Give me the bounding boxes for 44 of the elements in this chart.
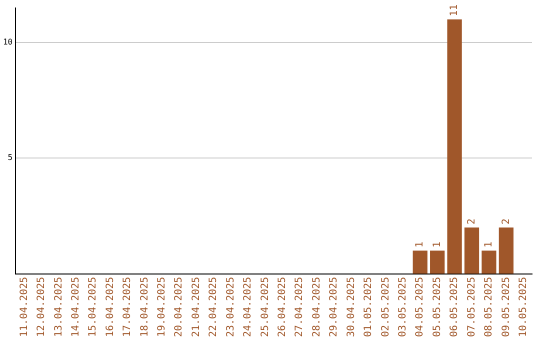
x-tick-label: 10.05.2025 bbox=[518, 276, 529, 338]
data-label: 1 bbox=[414, 242, 426, 248]
x-tick-label: 12.04.2025 bbox=[36, 276, 48, 338]
x-tick-label: 07.05.2025 bbox=[466, 276, 478, 338]
x-tick-label: 09.05.2025 bbox=[500, 276, 512, 338]
x-tick-label: 24.04.2025 bbox=[242, 276, 254, 338]
x-tick-label: 20.04.2025 bbox=[174, 276, 185, 338]
x-tick-label: 06.05.2025 bbox=[449, 276, 460, 338]
x-tick-label: 22.04.2025 bbox=[208, 276, 220, 338]
bar bbox=[430, 250, 445, 274]
data-label: 2 bbox=[466, 218, 478, 225]
x-tick-label: 25.04.2025 bbox=[260, 276, 271, 338]
x-tick-label: 19.04.2025 bbox=[156, 276, 168, 338]
data-label: 2 bbox=[500, 218, 512, 225]
x-tick-label: 23.04.2025 bbox=[225, 276, 236, 338]
x-tick-label: 13.04.2025 bbox=[53, 276, 64, 338]
y-tick-label: 10 bbox=[2, 38, 13, 47]
data-label: 1 bbox=[432, 242, 443, 248]
x-tick-label: 05.05.2025 bbox=[432, 276, 443, 338]
data-label: 11 bbox=[449, 4, 460, 16]
x-tick-label: 03.05.2025 bbox=[398, 276, 408, 338]
x-tick-label: 28.04.2025 bbox=[311, 276, 322, 338]
x-tick-label: 30.04.2025 bbox=[346, 276, 357, 338]
bar bbox=[498, 228, 514, 274]
y-tick-label: 5 bbox=[8, 153, 13, 162]
x-tick-label: 15.04.2025 bbox=[88, 276, 99, 338]
data-label: 1 bbox=[484, 242, 495, 248]
bar bbox=[447, 19, 462, 274]
bar bbox=[464, 228, 480, 274]
bar bbox=[482, 250, 496, 274]
x-tick-label: 21.04.2025 bbox=[190, 276, 202, 338]
x-tick-label: 04.05.2025 bbox=[414, 276, 426, 338]
x-tick-label: 18.04.2025 bbox=[139, 276, 150, 338]
x-tick-label: 11.04.2025 bbox=[18, 276, 30, 338]
x-tick-label: 14.04.2025 bbox=[70, 276, 82, 338]
x-tick-label: 02.05.2025 bbox=[380, 276, 392, 338]
x-tick-label: 27.04.2025 bbox=[294, 276, 306, 338]
bar bbox=[412, 250, 428, 274]
x-tick-label: 08.05.2025 bbox=[484, 276, 495, 338]
x-tick-label: 17.04.2025 bbox=[122, 276, 134, 338]
x-tick-label: 29.04.2025 bbox=[328, 276, 340, 338]
x-tick-label: 16.04.2025 bbox=[104, 276, 116, 338]
x-tick-label: 26.04.2025 bbox=[277, 276, 288, 338]
x-tick-label: 01.05.2025 bbox=[363, 276, 374, 338]
